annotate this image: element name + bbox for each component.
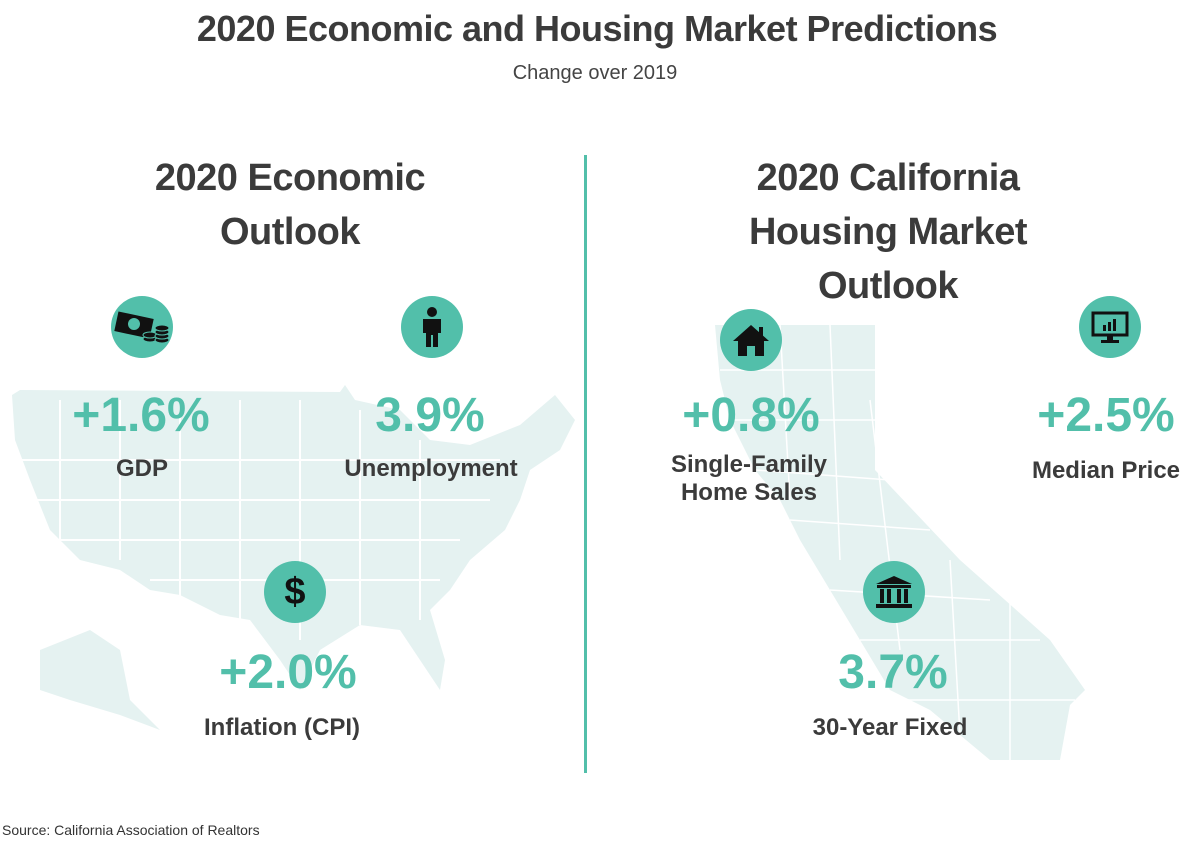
housing-outlook-heading: 2020 California Housing Market Outlook xyxy=(748,151,1028,313)
home-sales-label: Single-Family Home Sales xyxy=(671,451,827,507)
home-sales-value: +0.8% xyxy=(682,389,820,442)
dollar-glyph: $ xyxy=(284,570,306,613)
section-divider xyxy=(584,155,587,773)
median-price-value: +2.5% xyxy=(1037,389,1175,442)
economic-outlook-heading: 2020 Economic Outlook xyxy=(154,151,426,259)
gdp-label: GDP xyxy=(115,455,169,482)
unemployment-value: 3.9% xyxy=(375,389,485,442)
heading-line: Outlook xyxy=(817,265,959,307)
median-price-label: Median Price xyxy=(1031,457,1181,484)
label-line: Single-Family xyxy=(670,451,828,478)
page-subtitle: Change over 2019 xyxy=(512,62,678,84)
page-title: 2020 Economic and Housing Market Predict… xyxy=(196,8,998,49)
heading-line: 2020 California xyxy=(756,157,1020,199)
heading-line: Outlook xyxy=(219,211,361,253)
gdp-value: +1.6% xyxy=(72,389,210,442)
mortgage-rate-label: 30-Year Fixed xyxy=(812,714,968,741)
inflation-value: +2.0% xyxy=(219,646,357,699)
us-map xyxy=(12,385,575,730)
person-icon xyxy=(401,296,463,358)
unemployment-label: Unemployment xyxy=(344,455,518,482)
monitor-chart-icon xyxy=(1079,296,1141,358)
house-icon xyxy=(720,309,782,371)
bank-icon xyxy=(863,561,925,623)
inflation-label: Inflation (CPI) xyxy=(204,714,360,741)
mortgage-rate-value: 3.7% xyxy=(838,646,948,699)
dollar-icon: $ xyxy=(264,561,326,623)
money-icon xyxy=(111,296,173,358)
source-note: Source: California Association of Realto… xyxy=(2,822,260,838)
heading-line: 2020 Economic xyxy=(154,157,426,199)
heading-line: Housing Market xyxy=(748,211,1028,253)
label-line: Home Sales xyxy=(680,479,818,506)
